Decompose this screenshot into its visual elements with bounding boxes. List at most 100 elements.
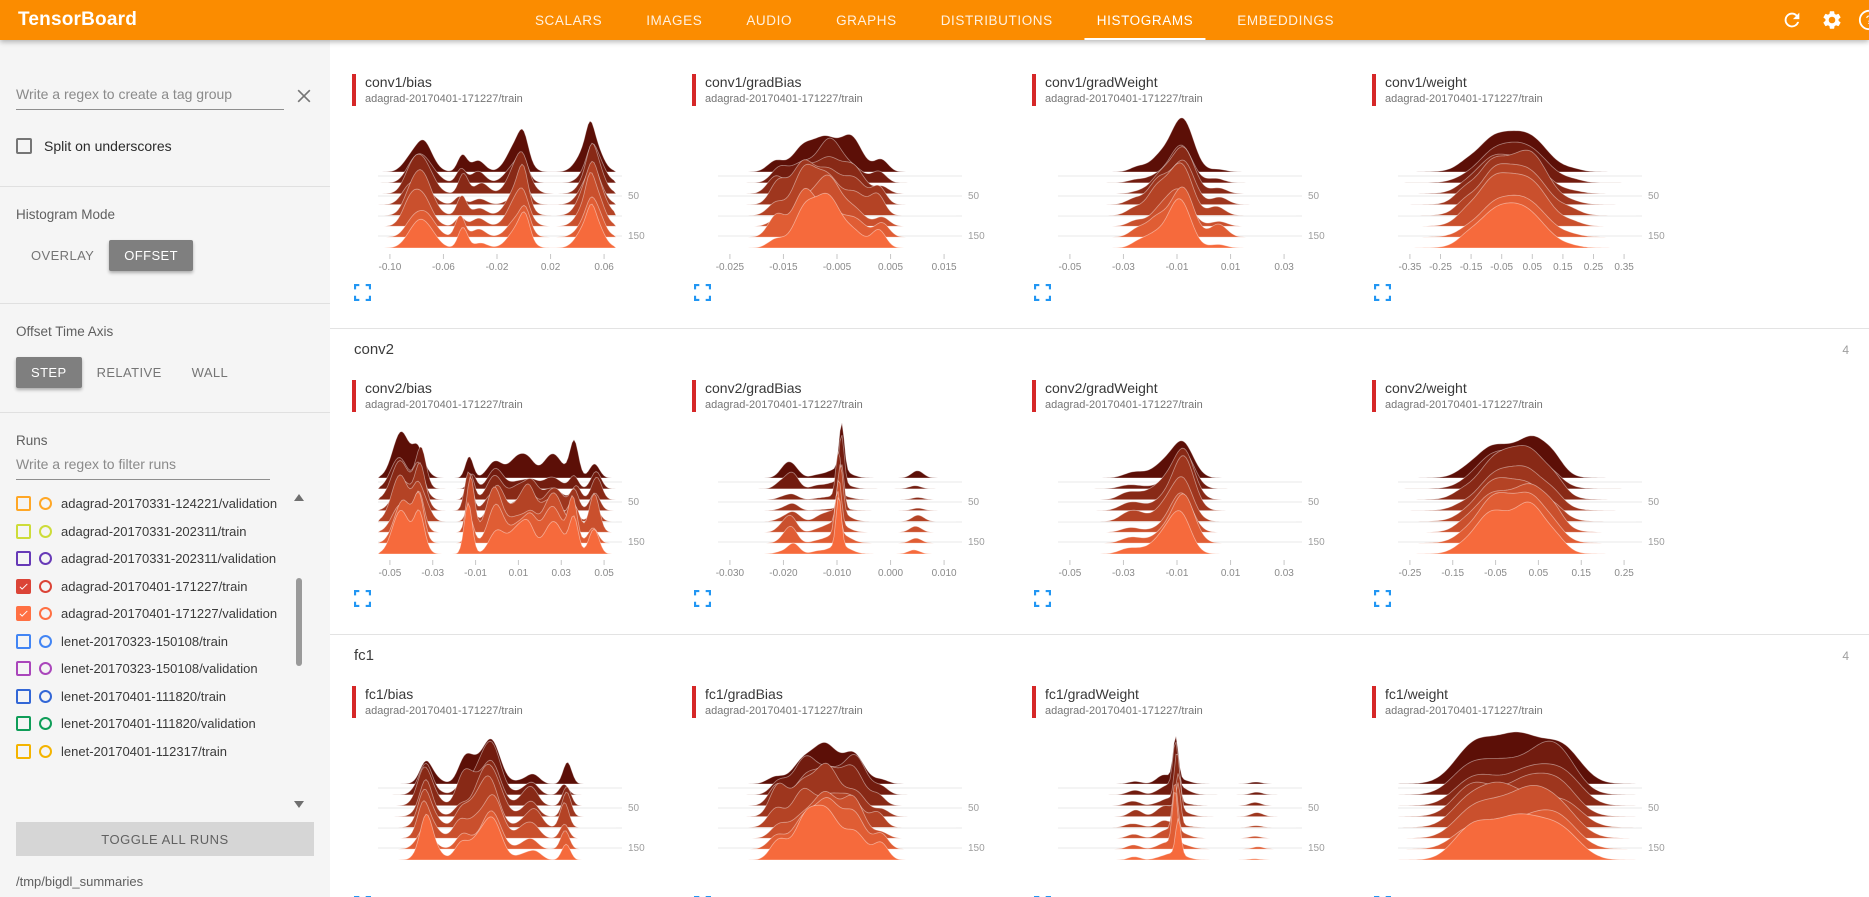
axis-step[interactable]: STEP	[16, 357, 82, 388]
run-radio[interactable]	[39, 552, 52, 566]
expand-icon[interactable]	[354, 284, 371, 301]
scroll-up-icon[interactable]	[294, 494, 304, 501]
run-radio[interactable]	[39, 634, 52, 648]
x-tick-label: -0.05	[379, 568, 402, 579]
run-radio[interactable]	[39, 524, 52, 538]
run-checkbox[interactable]	[16, 496, 31, 511]
histogram-card: fc1/gradWeight adagrad-20170401-171227/tr…	[1032, 686, 1350, 897]
expand-icon[interactable]	[354, 590, 371, 607]
tab-distributions[interactable]: DISTRIBUTIONS	[940, 12, 1053, 28]
expand-row	[694, 284, 1010, 306]
histogram-ridge-chart[interactable]: 50 150	[352, 724, 670, 892]
ridge-layer	[378, 740, 616, 796]
clear-tag-filter-icon[interactable]	[294, 86, 314, 106]
ridge-layer	[1058, 117, 1296, 173]
mode-overlay[interactable]: OVERLAY	[31, 248, 95, 263]
histogram-mode-section: Histogram Mode OVERLAY OFFSET	[0, 186, 330, 271]
run-item[interactable]: adagrad-20170331-202311/validation	[16, 545, 278, 573]
run-radio[interactable]	[39, 579, 52, 593]
tag-filter-input[interactable]	[16, 82, 284, 110]
x-tick-label: 0.35	[1614, 262, 1634, 273]
mode-offset[interactable]: OFFSET	[109, 240, 193, 271]
card-tag-title: fc1/weight	[1385, 686, 1449, 702]
histogram-ridge-chart[interactable]: 50 150	[1032, 724, 1350, 892]
tab-audio[interactable]: AUDIO	[746, 12, 793, 28]
ridge-layer	[718, 762, 956, 817]
run-item[interactable]: lenet-20170401-112317/train	[16, 738, 278, 766]
run-radio[interactable]	[39, 744, 52, 758]
run-checkbox[interactable]	[16, 743, 31, 759]
histogram-ridge-chart[interactable]: 50 150 -0.25 -0.15 -0.05 0.05 0.15 0.25	[1372, 418, 1690, 586]
run-checkbox[interactable]	[16, 633, 31, 649]
run-radio[interactable]	[39, 717, 52, 731]
x-tick-label: -0.01	[464, 568, 487, 579]
run-radio[interactable]	[39, 662, 52, 676]
split-on-underscores-checkbox[interactable]: Split on underscores	[16, 138, 314, 154]
toggle-all-runs-button[interactable]: TOGGLE ALL RUNS	[16, 822, 314, 856]
run-radio[interactable]	[39, 497, 52, 510]
run-label: lenet-20170401-111820/train	[61, 688, 227, 704]
histogram-ridge-chart[interactable]: 50 150 -0.35 -0.25 -0.15 -0.05 0.05 0.15 0.25 0.3…	[1372, 112, 1690, 280]
histogram-card: fc1/gradBias adagrad-20170401-171227/trai…	[692, 686, 1010, 897]
y-tick-label: 150	[1308, 231, 1325, 242]
axis-relative[interactable]: RELATIVE	[96, 365, 162, 380]
histogram-ridge-chart[interactable]: 50 150 -0.05 -0.03 -0.01 0.01 0.03 0.05	[352, 418, 670, 586]
histogram-ridge-chart[interactable]: 50 150	[1372, 724, 1690, 892]
expand-row	[1374, 284, 1690, 306]
refresh-icon[interactable]	[1781, 9, 1803, 31]
run-item[interactable]: adagrad-20170401-171227/validation	[16, 600, 278, 628]
axis-wall[interactable]: WALL	[191, 365, 229, 380]
scrollbar-thumb[interactable]	[296, 578, 302, 666]
expand-icon[interactable]	[1034, 590, 1051, 607]
run-item[interactable]: adagrad-20170331-202311/train	[16, 518, 278, 546]
tab-images[interactable]: IMAGES	[646, 12, 703, 28]
expand-icon[interactable]	[1374, 284, 1391, 301]
gear-icon[interactable]	[1821, 9, 1843, 31]
run-radio[interactable]	[39, 689, 52, 703]
help-icon[interactable]: ?	[1858, 9, 1869, 31]
section-header[interactable]: fc1 4	[330, 634, 1869, 676]
expand-icon[interactable]	[694, 284, 711, 301]
run-checkbox[interactable]	[16, 688, 31, 704]
histogram-ridge-chart[interactable]: 50 150 -0.025 -0.015 -0.005 0.005 0.015	[692, 112, 1010, 280]
run-item[interactable]: adagrad-20170401-171227/train	[16, 573, 278, 601]
run-color-bar	[692, 74, 696, 106]
run-radio[interactable]	[39, 607, 52, 621]
run-checkbox[interactable]	[16, 551, 31, 567]
tab-embeddings[interactable]: EMBEDDINGS	[1237, 12, 1335, 28]
run-checkbox[interactable]	[16, 523, 31, 539]
tab-scalars[interactable]: SCALARS	[534, 12, 603, 28]
histogram-ridge-chart[interactable]: 50 150	[692, 724, 1010, 892]
x-tick-label: -0.01	[1166, 262, 1189, 273]
card-run-subtitle: adagrad-20170401-171227/train	[705, 398, 863, 411]
checkbox-icon[interactable]	[16, 138, 32, 154]
run-filter-input[interactable]	[16, 452, 270, 480]
card-tag-title: fc1/gradWeight	[1045, 686, 1139, 702]
run-item[interactable]: lenet-20170323-150108/train	[16, 628, 278, 656]
runs-scrollbar[interactable]	[292, 494, 306, 808]
section-header[interactable]: conv2 4	[330, 328, 1869, 370]
run-checkbox[interactable]	[16, 606, 31, 622]
histogram-ridge-chart[interactable]: 50 150 -0.05 -0.03 -0.01 0.01 0.03	[1032, 418, 1350, 586]
run-item[interactable]: lenet-20170323-150108/validation	[16, 655, 278, 683]
run-item[interactable]: lenet-20170401-111820/train	[16, 683, 278, 711]
scroll-down-icon[interactable]	[294, 801, 304, 808]
histogram-ridge-chart[interactable]: 50 150 -0.030 -0.020 -0.010 0.000 0.010	[692, 418, 1010, 586]
expand-icon[interactable]	[694, 590, 711, 607]
histogram-ridge-chart[interactable]: 50 150 -0.10 -0.06 -0.02 0.02 0.06	[352, 112, 670, 280]
tab-histograms[interactable]: HISTOGRAMS	[1075, 0, 1216, 40]
run-item[interactable]: adagrad-20170331-124221/validation	[16, 490, 278, 518]
x-tick-label: -0.25	[1399, 568, 1422, 579]
run-checkbox[interactable]	[16, 716, 31, 732]
tab-graphs[interactable]: GRAPHS	[836, 12, 897, 28]
section-title: conv2	[354, 341, 395, 358]
run-item[interactable]: lenet-20170401-111820/validation	[16, 710, 278, 738]
run-checkbox[interactable]	[16, 578, 31, 594]
run-checkbox[interactable]	[16, 661, 31, 677]
histogram-ridge-chart[interactable]: 50 150 -0.05 -0.03 -0.01 0.01 0.03	[1032, 112, 1350, 280]
card-title-row: conv1/weight adagrad-20170401-171227/trai…	[1372, 74, 1690, 106]
expand-icon[interactable]	[1034, 284, 1051, 301]
expand-icon[interactable]	[1374, 590, 1391, 607]
ridge-layer	[718, 174, 956, 227]
x-tick-label: 0.03	[1274, 568, 1294, 579]
